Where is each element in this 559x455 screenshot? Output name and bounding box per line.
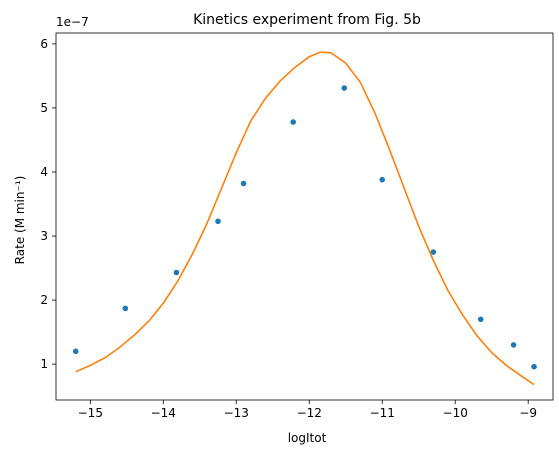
x-tick-label: −15 <box>78 406 103 420</box>
y-tick-label: 6 <box>40 37 48 51</box>
x-tick-label: −9 <box>519 406 537 420</box>
data-point-7 <box>341 85 348 91</box>
y-tick-label: 4 <box>40 165 48 179</box>
x-tick-label: −12 <box>297 406 322 420</box>
axis-ticks: −15 −14 −13 −12 −11 −10 −9 1 2 3 4 5 6 <box>40 37 537 420</box>
x-tick-label: −10 <box>443 406 468 420</box>
data-point-4 <box>215 218 221 225</box>
data-point-2 <box>122 305 129 312</box>
fit-curve-line <box>75 51 535 386</box>
data-point-6 <box>290 119 296 125</box>
data-point-8 <box>379 176 386 183</box>
data-point-5 <box>240 180 247 187</box>
x-tick-label: −14 <box>151 406 176 420</box>
y-tick-label: 5 <box>40 101 48 115</box>
y-tick-label: 2 <box>40 293 48 307</box>
data-point-9 <box>430 249 437 255</box>
y-tick-label: 1 <box>40 357 48 371</box>
y-axis-offset-text: 1e−7 <box>56 15 89 29</box>
data-point-3 <box>173 269 180 276</box>
data-point-12 <box>531 363 537 370</box>
y-tick-label: 3 <box>40 229 48 243</box>
plot-area <box>72 51 537 386</box>
x-tick-label: −11 <box>370 406 395 420</box>
data-point-1 <box>72 348 79 355</box>
axes-frame <box>55 32 554 401</box>
chart-title: Kinetics experiment from Fig. 5b <box>193 12 421 28</box>
data-point-11 <box>510 342 517 348</box>
data-point-10 <box>477 316 484 323</box>
x-tick-label: −13 <box>224 406 249 420</box>
y-axis-label: Rate (M min⁻¹) <box>13 176 27 265</box>
x-axis-label: logItot <box>288 431 327 445</box>
